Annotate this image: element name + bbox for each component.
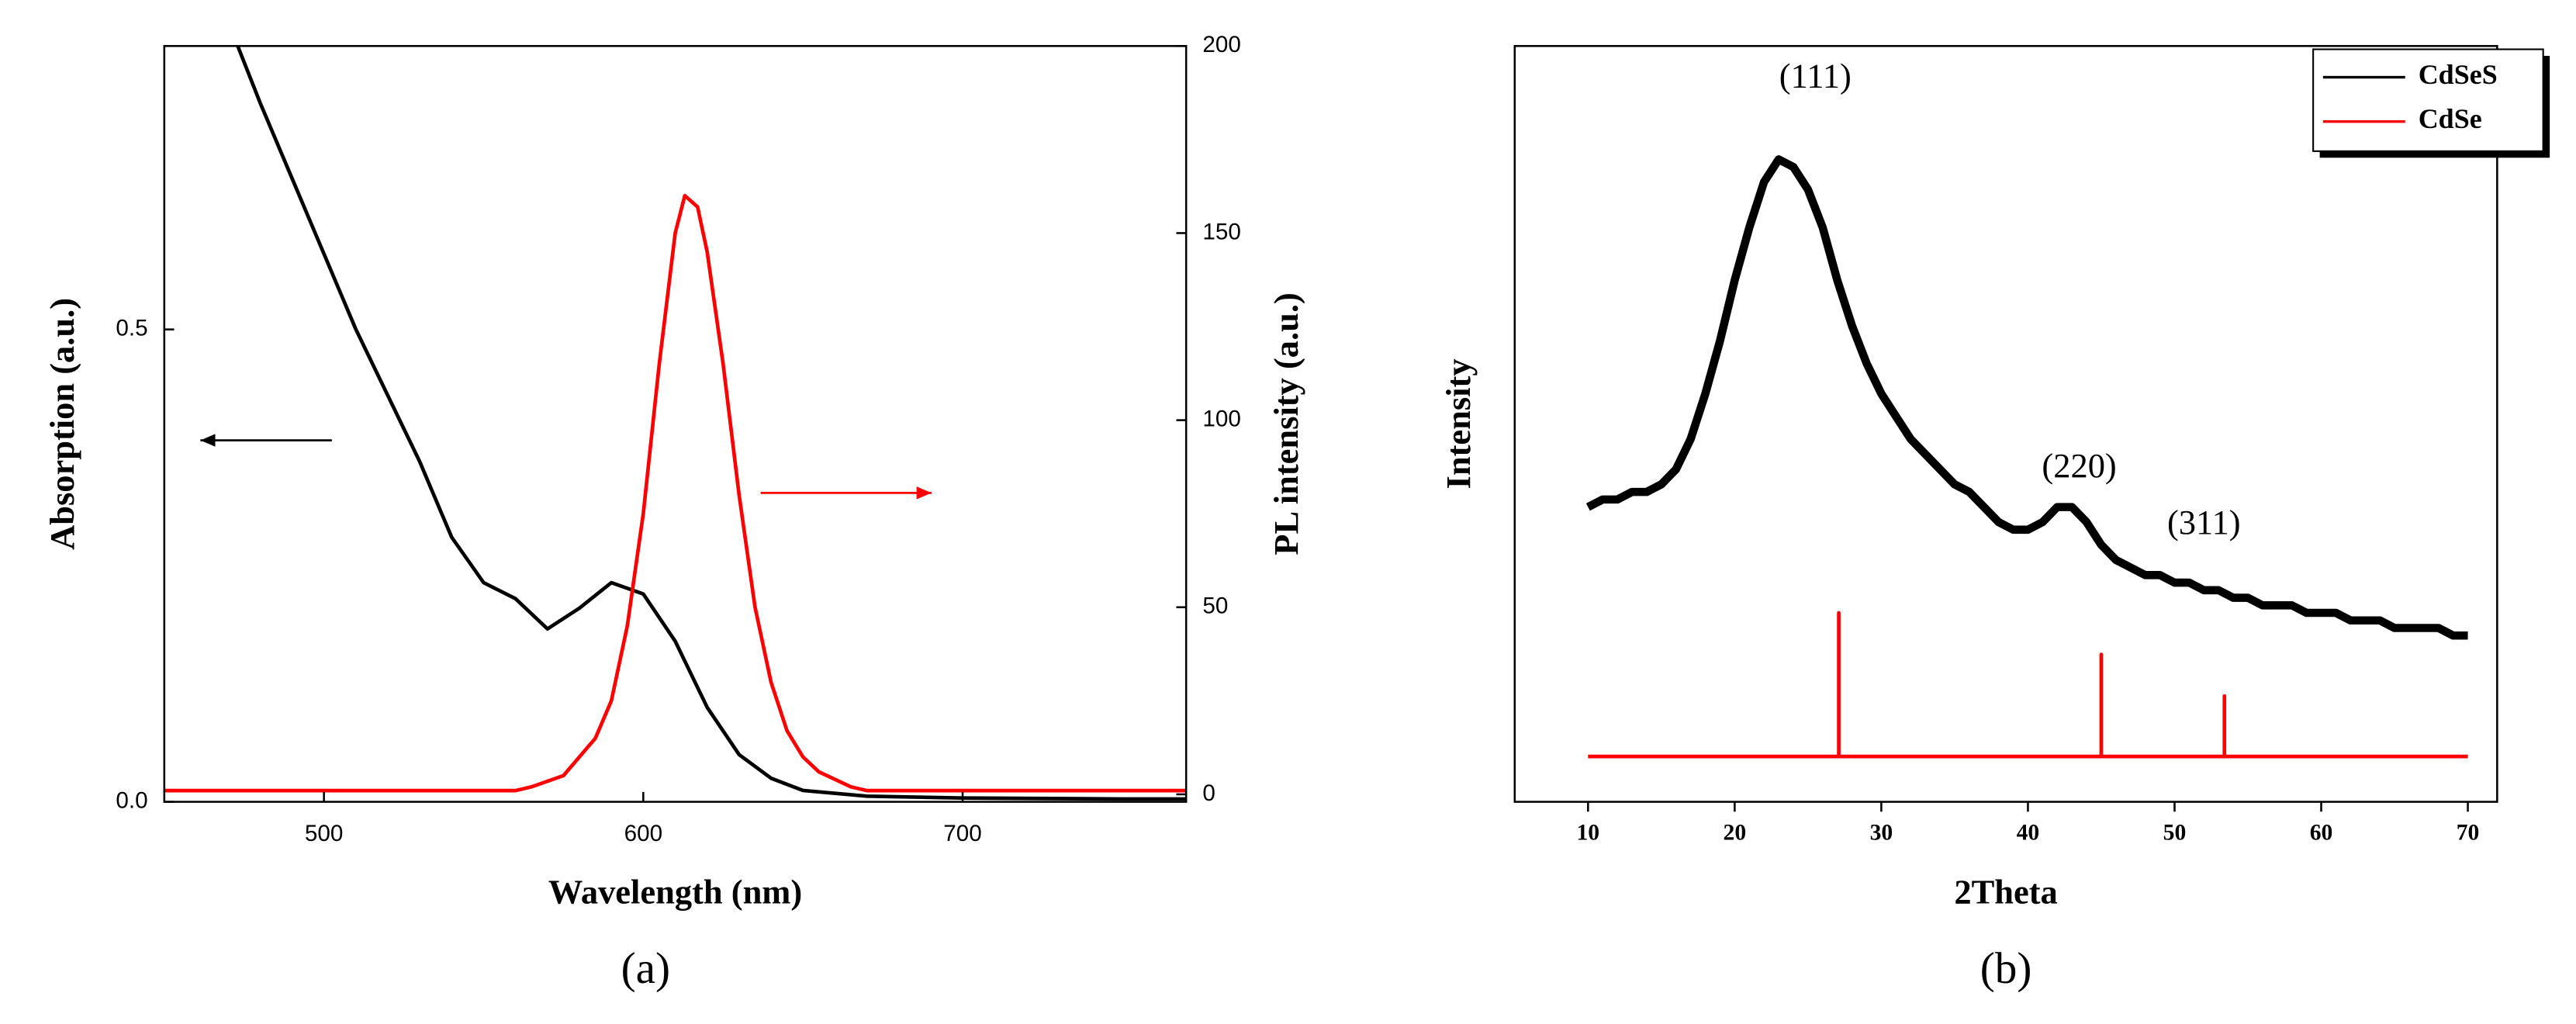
y2-tick-label: 50 xyxy=(1202,593,1228,619)
x-axis-title: Wavelength (nm) xyxy=(548,873,802,912)
y-axis-title: Intensity xyxy=(1439,358,1478,489)
series-line xyxy=(164,193,1187,793)
x-tick-label: 600 xyxy=(624,821,662,846)
y2-tick-label: 200 xyxy=(1202,32,1240,57)
plot-frame xyxy=(163,45,1188,803)
figure-root: 500 600 700 0.0 0.5 0 50 100 150 200 Wavelength (n… xyxy=(43,32,2550,993)
legend-box xyxy=(2312,48,2544,152)
y2-axis-title: PL intensity (a.u.) xyxy=(1267,292,1305,555)
annotation: (220) xyxy=(2042,446,2116,485)
x-tick-label: 500 xyxy=(305,821,343,846)
y-tick-label: 0.5 xyxy=(116,315,147,341)
panel-caption: (a) xyxy=(621,944,670,993)
panel-caption: (b) xyxy=(1980,944,2032,993)
y-tick-label: 0.0 xyxy=(116,787,147,813)
series-line xyxy=(1585,155,2468,640)
x-axis-title: 2Theta xyxy=(1954,873,2057,912)
series-line xyxy=(236,45,1187,801)
x-tick-label: 10 xyxy=(1576,821,1599,846)
x-tick-label: 50 xyxy=(2163,821,2187,846)
x-tick-label: 700 xyxy=(943,821,981,846)
x-tick-label: 30 xyxy=(1870,821,1893,846)
annotation: (311) xyxy=(2167,503,2241,541)
plot-frame xyxy=(1513,45,2498,803)
y2-tick-label: 150 xyxy=(1202,219,1240,244)
x-tick-label: 60 xyxy=(2310,821,2333,846)
y2-tick-label: 100 xyxy=(1202,406,1240,431)
annotation: (111) xyxy=(1779,56,1852,95)
legend-label: CdSe xyxy=(2419,103,2482,134)
series-line xyxy=(1588,611,2468,759)
legend-label: CdSeS xyxy=(2419,59,2498,90)
x-tick-label: 20 xyxy=(1724,821,1747,846)
x-tick-label: 40 xyxy=(2017,821,2040,846)
y-axis-title: Absorption (a.u.) xyxy=(43,298,81,550)
x-tick-label: 70 xyxy=(2457,821,2480,846)
y2-tick-label: 0 xyxy=(1202,780,1215,806)
